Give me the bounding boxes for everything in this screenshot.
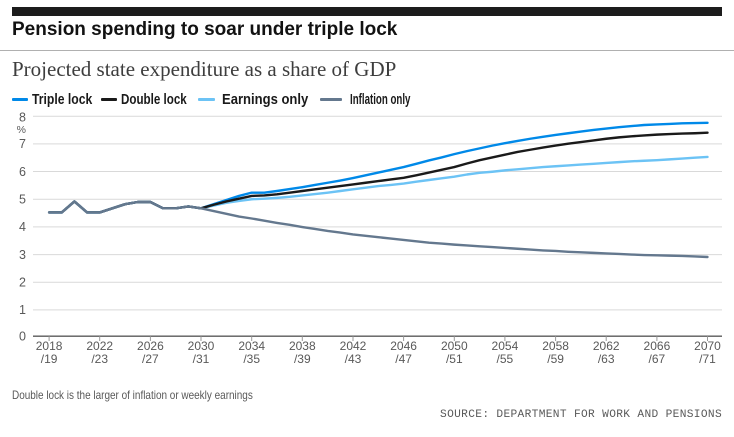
- svg-text:1: 1: [19, 303, 26, 317]
- svg-text:2062: 2062: [593, 339, 620, 353]
- svg-text:2066: 2066: [644, 339, 671, 353]
- svg-text:/63: /63: [598, 352, 615, 366]
- svg-text:/35: /35: [243, 352, 260, 366]
- svg-text:/55: /55: [497, 352, 514, 366]
- svg-text:/43: /43: [345, 352, 362, 366]
- svg-text:/27: /27: [142, 352, 159, 366]
- svg-text:7: 7: [19, 137, 26, 151]
- svg-text:5: 5: [19, 193, 26, 207]
- svg-text:2026: 2026: [137, 339, 164, 353]
- svg-text:2042: 2042: [340, 339, 367, 353]
- svg-text:2030: 2030: [188, 339, 215, 353]
- svg-text:/39: /39: [294, 352, 311, 366]
- svg-text:2054: 2054: [492, 339, 519, 353]
- svg-text:2: 2: [19, 276, 26, 290]
- svg-text:/71: /71: [699, 352, 716, 366]
- svg-text:/51: /51: [446, 352, 463, 366]
- svg-text:3: 3: [19, 248, 26, 262]
- svg-text:8: 8: [19, 111, 26, 125]
- svg-text:%: %: [17, 124, 26, 136]
- svg-text:4: 4: [19, 220, 26, 234]
- svg-text:0: 0: [19, 330, 26, 344]
- svg-text:2058: 2058: [542, 339, 569, 353]
- svg-text:2046: 2046: [390, 339, 417, 353]
- svg-text:/47: /47: [395, 352, 412, 366]
- svg-text:/31: /31: [193, 352, 210, 366]
- svg-text:2018: 2018: [36, 339, 63, 353]
- svg-text:2022: 2022: [86, 339, 113, 353]
- svg-text:/19: /19: [41, 352, 58, 366]
- svg-text:2034: 2034: [238, 339, 265, 353]
- svg-text:/23: /23: [91, 352, 108, 366]
- svg-text:/67: /67: [649, 352, 666, 366]
- svg-text:/59: /59: [547, 352, 564, 366]
- svg-text:2038: 2038: [289, 339, 316, 353]
- svg-text:2070: 2070: [694, 339, 721, 353]
- svg-text:6: 6: [19, 165, 26, 179]
- svg-text:2050: 2050: [441, 339, 468, 353]
